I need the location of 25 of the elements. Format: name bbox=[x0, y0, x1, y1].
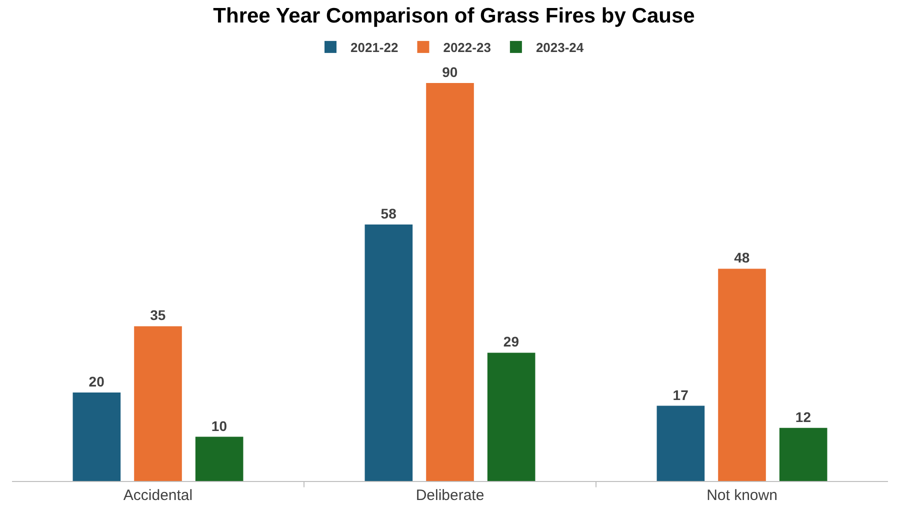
data-label: 48 bbox=[734, 250, 750, 266]
bar bbox=[718, 268, 766, 481]
bar bbox=[426, 82, 474, 481]
bar bbox=[72, 392, 121, 481]
data-label: 17 bbox=[672, 386, 689, 403]
legend-label: 2023-24 bbox=[536, 40, 584, 56]
bar bbox=[364, 224, 413, 481]
data-label: 12 bbox=[795, 408, 812, 425]
data-label: 35 bbox=[150, 307, 166, 324]
data-label: 10 bbox=[211, 418, 228, 434]
data-label: 58 bbox=[380, 205, 397, 222]
data-label: 90 bbox=[442, 64, 458, 80]
bar bbox=[195, 436, 244, 481]
x-tick-label: Not known bbox=[706, 487, 778, 504]
x-tick-label: Deliberate bbox=[416, 487, 484, 504]
legend-label: 2021-22 bbox=[350, 40, 398, 56]
legend-label: 2022-23 bbox=[443, 40, 491, 56]
bar bbox=[779, 428, 828, 481]
bar bbox=[487, 352, 536, 481]
bar bbox=[134, 326, 182, 481]
data-label: 20 bbox=[88, 374, 105, 390]
data-label: 29 bbox=[503, 334, 520, 350]
chart-title: Three Year Comparison of Grass Fires by Cause bbox=[213, 4, 695, 28]
x-tick-label: Accidental bbox=[123, 487, 193, 504]
bar bbox=[656, 406, 705, 481]
